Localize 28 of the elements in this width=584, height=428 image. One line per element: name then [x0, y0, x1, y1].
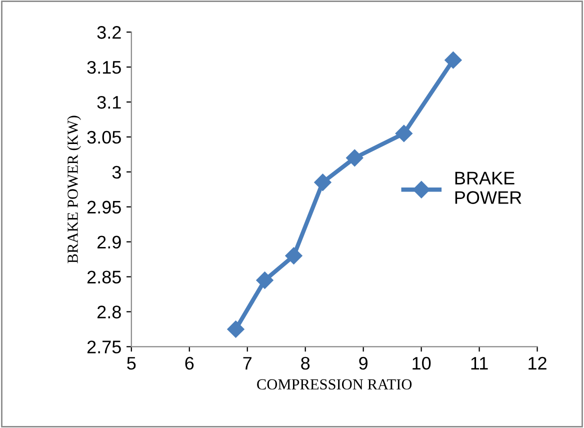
x-axis-title: COMPRESSION RATIO [257, 379, 412, 390]
y-tick-label: 2.75 [87, 340, 121, 354]
x-tick-label: 6 [185, 356, 194, 370]
x-tick-label: 5 [127, 357, 136, 370]
point [227, 320, 244, 338]
y-tick-label: 2.95 [87, 200, 121, 214]
y-tick-label: 3.05 [87, 130, 121, 144]
y-tick-label: 3.15 [87, 60, 121, 74]
x-tick-label: 9 [359, 356, 368, 370]
x-tick-label: 12 [528, 356, 546, 370]
y-tick-label: 3.2 [97, 26, 121, 39]
point [256, 272, 274, 289]
point [285, 247, 302, 264]
y-tick-label: 2.8 [97, 306, 121, 318]
point [346, 149, 364, 166]
y-tick-label: 2.85 [87, 270, 121, 284]
y-tick-label: 3 [112, 166, 121, 179]
x-tick-label: 7 [243, 357, 252, 370]
legend-label: BRAKE POWER [455, 172, 522, 204]
x-tick-label: 8 [301, 356, 310, 370]
point [444, 52, 462, 69]
x-tick-label: 10 [412, 356, 431, 370]
y-tick-label: 2.9 [97, 236, 121, 249]
point [314, 174, 332, 191]
point [395, 124, 412, 142]
y-tick-label: 3.1 [97, 96, 121, 109]
x-tick-label: 11 [471, 357, 488, 370]
y-axis-title: BRAKE POWER (KW) [67, 116, 81, 264]
